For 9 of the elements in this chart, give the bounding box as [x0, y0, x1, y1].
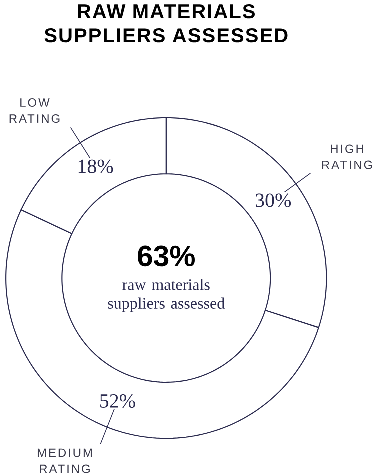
- text: raw materials suppliers assessed: [108, 278, 225, 312]
- slice-label: HIGH RATING: [322, 144, 372, 170]
- slice-label: LOW RATING: [10, 98, 60, 124]
- data-label: 30%: [256, 194, 292, 208]
- chart-title: RAW MATERIALS SUPPLIERS ASSESSED: [44, 4, 288, 43]
- data-label: 52%: [100, 394, 136, 408]
- slice-label: MEDIUM RATING: [38, 448, 92, 474]
- data-label: 18%: [78, 160, 114, 174]
- text: 63%: [138, 246, 195, 267]
